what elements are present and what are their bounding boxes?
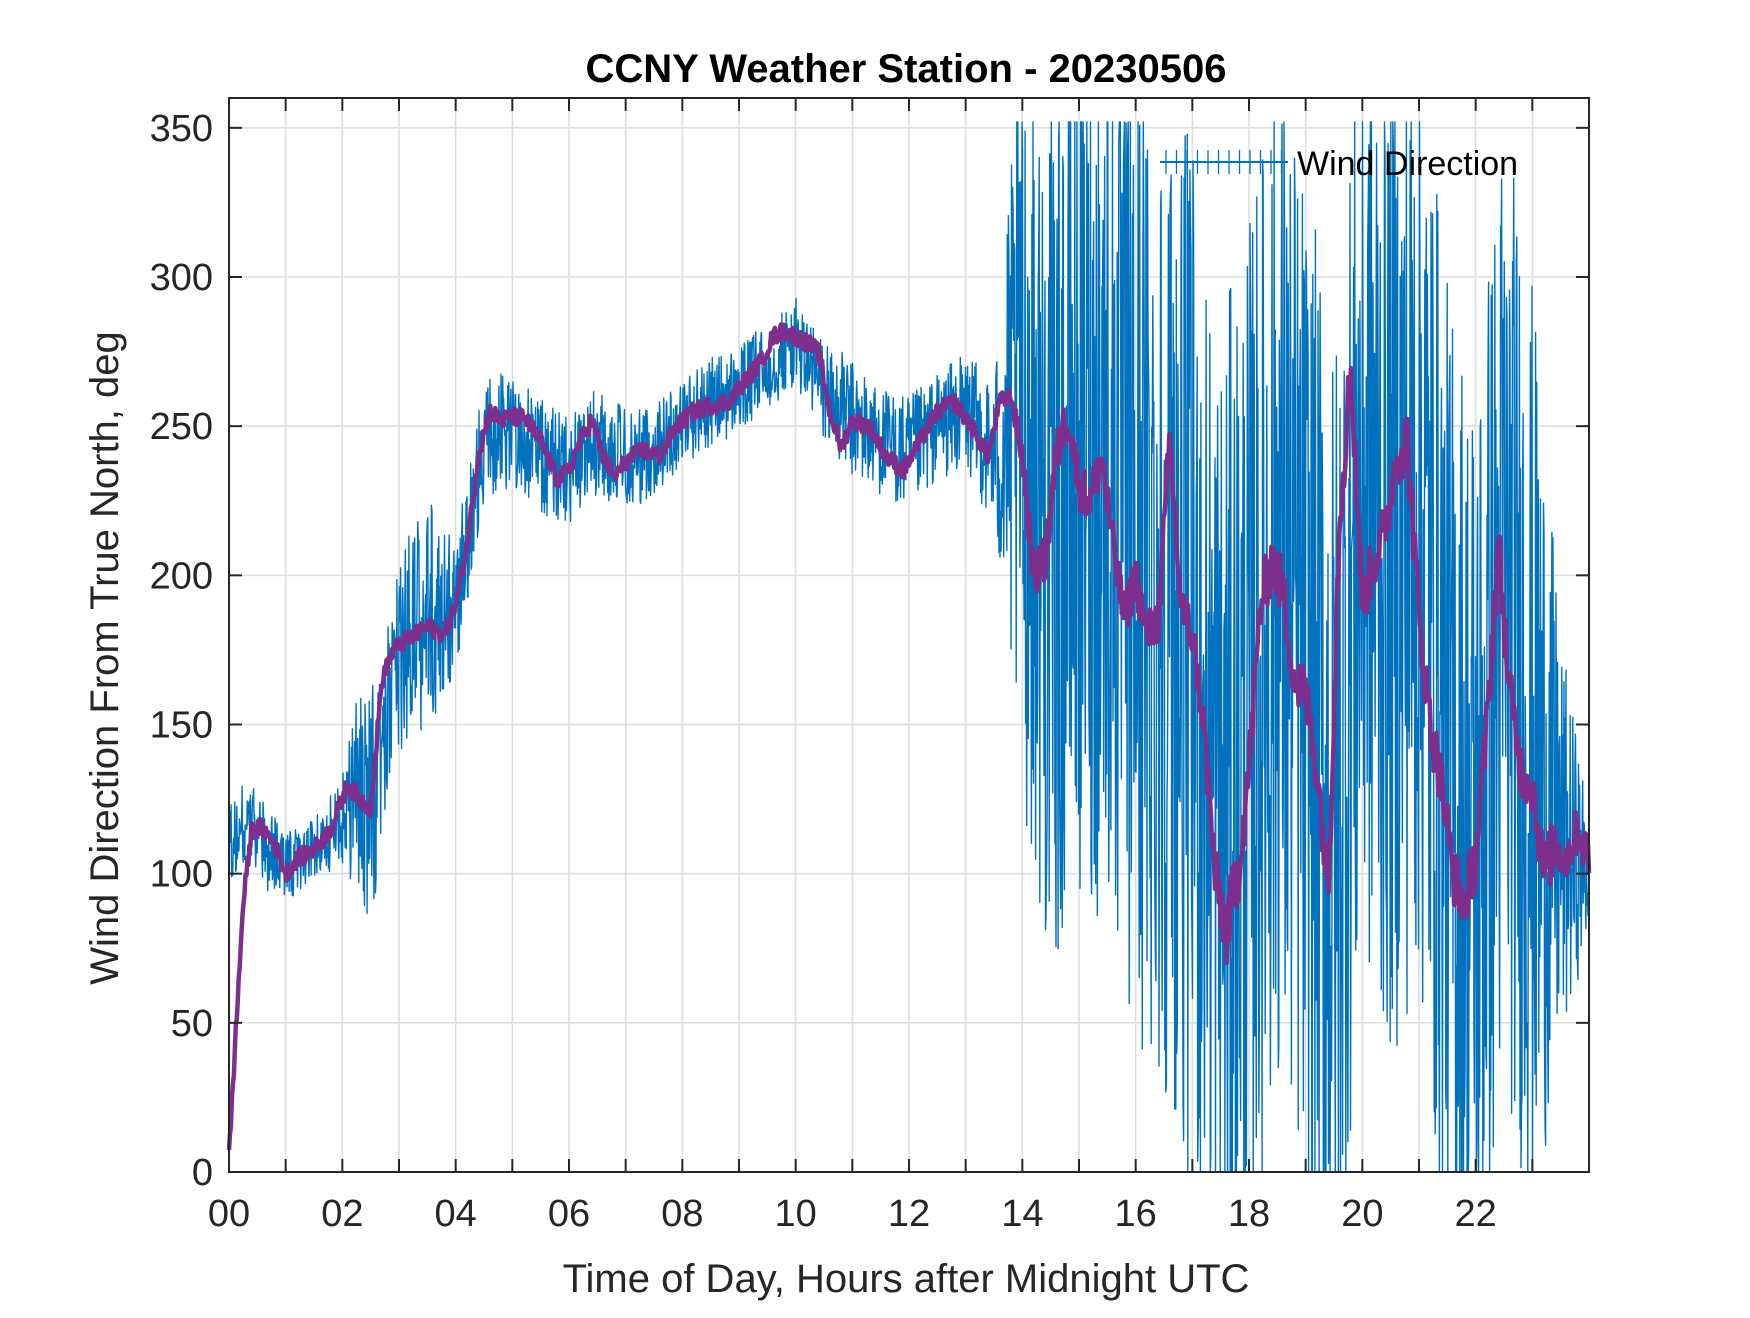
y-tick-label: 100 — [150, 854, 213, 896]
y-tick-label: 250 — [150, 406, 213, 448]
y-tick-label: 300 — [150, 257, 213, 299]
series-smoothed-line — [226, 322, 1592, 1151]
x-axis-label: Time of Day, Hours after Midnight UTC — [563, 1257, 1250, 1301]
x-tick-label: 16 — [1115, 1193, 1157, 1235]
x-tick-label: 02 — [321, 1193, 363, 1235]
x-tick-label: 12 — [888, 1193, 930, 1235]
y-tick-label: 0 — [192, 1152, 213, 1194]
x-tick-label: 00 — [208, 1193, 250, 1235]
data-layer — [226, 121, 1592, 1173]
x-tick-label: 22 — [1455, 1193, 1497, 1235]
chart-title: CCNY Weather Station - 20230506 — [586, 47, 1227, 91]
x-tick-label: 14 — [1001, 1193, 1043, 1235]
y-tick-label: 200 — [150, 555, 213, 597]
x-tick-label: 06 — [548, 1193, 590, 1235]
y-tick-label: 150 — [150, 705, 213, 747]
legend: Wind Direction — [1160, 145, 1518, 183]
x-tick-label: 18 — [1228, 1193, 1270, 1235]
axes — [228, 97, 1590, 1173]
legend-entry-wind-direction: Wind Direction — [1297, 145, 1518, 183]
x-tick-label: 04 — [435, 1193, 477, 1235]
x-tick-label: 20 — [1341, 1193, 1383, 1235]
y-tick-label: 350 — [150, 108, 213, 150]
tick-labels: 00 02 04 06 08 10 12 14 16 18 20 22 0 50 100 150 200 250 3… — [150, 108, 1497, 1235]
x-tick-label: 08 — [661, 1193, 703, 1235]
y-axis-label: Wind Direction From True North, deg — [83, 331, 127, 985]
x-tick-label: 10 — [775, 1193, 817, 1235]
y-tick-label: 50 — [171, 1003, 213, 1045]
